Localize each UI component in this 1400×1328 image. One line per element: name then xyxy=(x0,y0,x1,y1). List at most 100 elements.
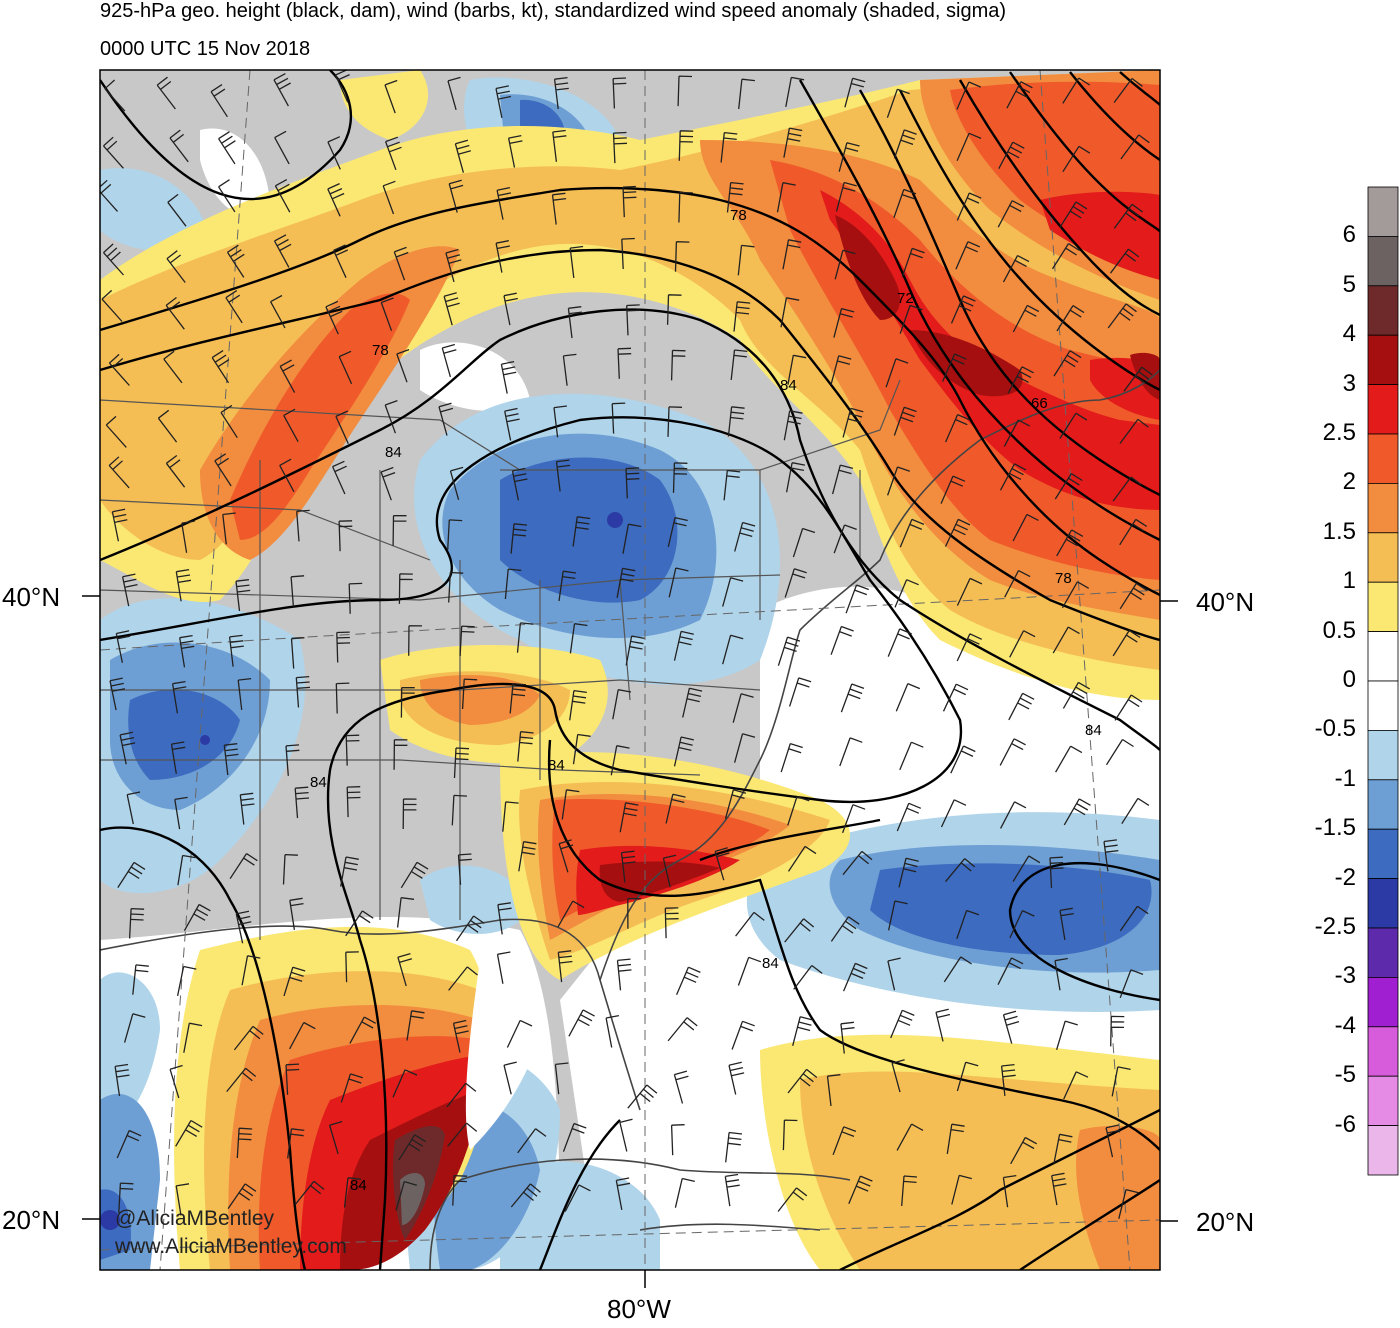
wind-barb xyxy=(510,1183,541,1208)
wind-barb xyxy=(1107,303,1137,329)
wind-barb xyxy=(553,76,569,110)
colorbar-tick-label: 4 xyxy=(1342,320,1356,348)
wind-barb xyxy=(612,131,628,164)
wind-barb xyxy=(676,966,701,996)
wind-barb xyxy=(211,350,230,384)
wind-barb xyxy=(942,353,967,382)
wind-barb xyxy=(940,475,966,504)
wind-barb xyxy=(279,458,295,493)
wind-barb xyxy=(737,244,755,276)
wind-barb xyxy=(943,956,972,983)
wind-barb xyxy=(625,467,640,499)
colorbar-tick-label: 3 xyxy=(1342,369,1356,397)
map-valid-time: 0000 UTC 15 Nov 2018 xyxy=(100,38,311,60)
colorbar-tick-label: -2.5 xyxy=(1314,913,1356,940)
wind-barb xyxy=(503,1061,517,1095)
lon-label-80w: 80°W xyxy=(607,1294,671,1324)
wind-barb xyxy=(1002,255,1030,283)
wind-barb xyxy=(327,183,345,217)
wind-barb xyxy=(664,907,679,939)
wind-barb xyxy=(283,408,299,443)
wind-barb xyxy=(349,1016,377,1044)
wind-barb xyxy=(1012,513,1039,542)
wind-barb xyxy=(218,179,236,213)
colorbar-swatch xyxy=(1367,828,1399,880)
wind-barb xyxy=(1009,910,1035,939)
wind-barb xyxy=(346,786,361,818)
wind-barb xyxy=(226,244,245,278)
wind-barb xyxy=(116,1129,142,1159)
wind-barb xyxy=(835,181,857,212)
wind-barb xyxy=(1059,907,1074,941)
wind-barb xyxy=(183,1022,203,1053)
contour-label: 84 xyxy=(762,955,779,972)
contour-label: 84 xyxy=(385,444,402,461)
wind-barb xyxy=(1002,1174,1017,1208)
wind-barb xyxy=(398,1134,427,1161)
wind-barb xyxy=(842,850,873,876)
wind-barb xyxy=(1112,629,1141,657)
colorbar-swatch xyxy=(1367,532,1399,583)
wind-barb xyxy=(448,966,478,991)
wind-barb xyxy=(128,907,145,939)
wind-barb xyxy=(940,799,967,828)
wind-barb xyxy=(502,801,519,832)
wind-barb xyxy=(886,88,910,118)
wind-barb xyxy=(615,1177,631,1211)
wind-barb xyxy=(899,741,924,771)
wind-barb xyxy=(290,575,305,607)
wind-barb xyxy=(677,75,693,107)
wind-barb xyxy=(1000,1063,1016,1096)
colorbar-tick-label: -5 xyxy=(1334,1061,1356,1089)
colorbar-swatch xyxy=(1367,482,1399,534)
wind-barb xyxy=(956,633,982,662)
wind-barb xyxy=(1119,518,1148,546)
wind-barb xyxy=(101,289,123,322)
wind-barb xyxy=(400,686,415,718)
wind-barb xyxy=(569,245,584,278)
colorbar-tick-label: -4 xyxy=(1334,1011,1356,1039)
credit-handle: @AliciaMBentley xyxy=(115,1207,275,1230)
wind-barb xyxy=(557,900,585,928)
wind-barb xyxy=(831,464,854,495)
wind-barb xyxy=(448,571,464,603)
wind-barb xyxy=(612,77,627,109)
wind-barb xyxy=(1118,1188,1139,1219)
height-contours xyxy=(100,70,1160,1270)
wind-barb xyxy=(893,188,917,219)
wind-barb xyxy=(220,404,238,439)
wind-barb xyxy=(380,297,394,331)
wind-barb xyxy=(384,136,402,171)
colorbar-tick-label: -1 xyxy=(1334,764,1356,792)
wind-barb xyxy=(1121,797,1150,825)
wind-barb xyxy=(552,129,567,162)
wind-barb xyxy=(787,354,807,385)
wind-barb xyxy=(1003,419,1031,447)
colorbar xyxy=(1367,186,1399,1176)
wind-barb xyxy=(572,733,591,765)
wind-barb xyxy=(214,453,232,487)
wind-barb xyxy=(332,460,347,495)
wind-barb xyxy=(345,951,359,983)
wind-barb xyxy=(241,955,261,986)
wind-barb xyxy=(171,680,187,714)
wind-barb xyxy=(611,402,626,434)
wind-barb xyxy=(887,900,908,931)
wind-barb xyxy=(396,897,415,928)
wind-barb xyxy=(622,185,637,218)
wind-barb xyxy=(553,405,567,438)
wind-barb xyxy=(899,304,923,334)
wind-barb xyxy=(956,81,982,110)
wind-barb xyxy=(1062,681,1091,709)
wind-barb xyxy=(1119,969,1144,999)
wind-barb xyxy=(626,304,640,336)
wind-barb xyxy=(621,237,635,270)
wind-barb xyxy=(167,193,187,227)
wind-barb xyxy=(733,733,756,763)
wind-barb xyxy=(218,131,236,165)
wind-barb xyxy=(380,466,396,501)
wind-barb xyxy=(447,1122,478,1147)
wind-barb xyxy=(517,731,534,762)
colorbar-swatch xyxy=(1367,285,1399,336)
